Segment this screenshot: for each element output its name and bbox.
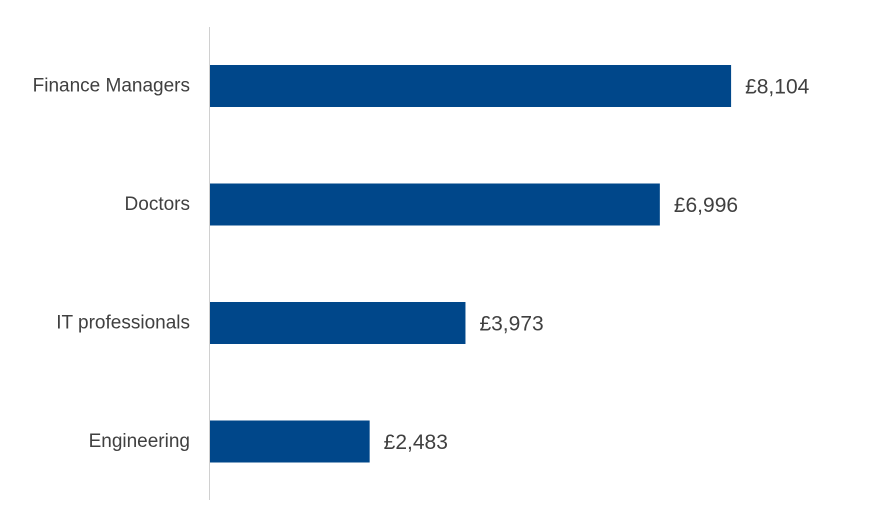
category-label: Finance Managers (33, 76, 190, 97)
value-label: £8,104 (745, 76, 810, 99)
category-label: IT professionals (56, 313, 190, 334)
category-label: Engineering (89, 431, 190, 452)
value-label: £6,996 (674, 194, 738, 217)
labels-layer: Finance Managers £8,104 Doctors £6,996 IT pr… (33, 76, 810, 455)
bars-layer (210, 65, 732, 463)
bar-doctors (210, 183, 660, 226)
bar-engineering (210, 420, 370, 463)
bar-finance-managers (210, 65, 732, 107)
value-label: £2,483 (384, 431, 448, 454)
bar-it-professionals (210, 302, 466, 344)
value-label: £3,973 (479, 313, 543, 336)
category-label: Doctors (125, 194, 190, 215)
